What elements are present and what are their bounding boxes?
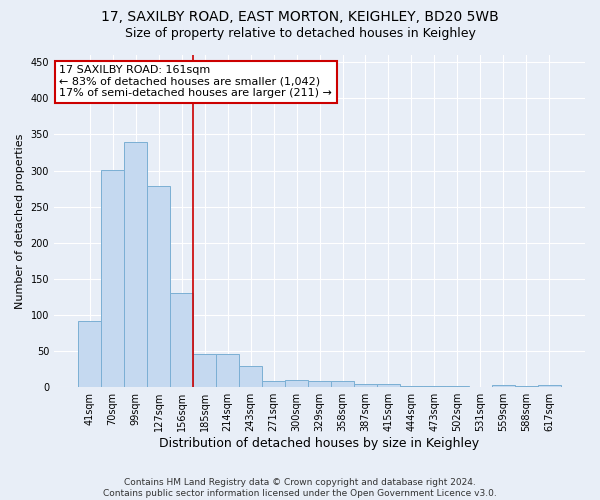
Bar — [147, 186, 170, 387]
Bar — [377, 384, 400, 387]
Bar — [400, 386, 423, 387]
Bar — [124, 142, 147, 387]
Bar — [78, 322, 101, 387]
Bar — [492, 385, 515, 387]
Bar — [216, 354, 239, 387]
Bar — [423, 386, 446, 387]
Text: 17, SAXILBY ROAD, EAST MORTON, KEIGHLEY, BD20 5WB: 17, SAXILBY ROAD, EAST MORTON, KEIGHLEY,… — [101, 10, 499, 24]
Bar — [331, 382, 354, 387]
Bar — [193, 354, 216, 387]
Bar — [101, 170, 124, 387]
Bar — [354, 384, 377, 387]
Text: Size of property relative to detached houses in Keighley: Size of property relative to detached ho… — [125, 28, 475, 40]
Bar — [239, 366, 262, 387]
Bar — [446, 386, 469, 387]
Bar — [538, 385, 561, 387]
Text: 17 SAXILBY ROAD: 161sqm
← 83% of detached houses are smaller (1,042)
17% of semi: 17 SAXILBY ROAD: 161sqm ← 83% of detache… — [59, 65, 332, 98]
Bar — [285, 380, 308, 387]
Bar — [262, 380, 285, 387]
Bar — [515, 386, 538, 387]
Text: Contains HM Land Registry data © Crown copyright and database right 2024.
Contai: Contains HM Land Registry data © Crown c… — [103, 478, 497, 498]
Bar — [308, 382, 331, 387]
Y-axis label: Number of detached properties: Number of detached properties — [15, 134, 25, 309]
X-axis label: Distribution of detached houses by size in Keighley: Distribution of detached houses by size … — [160, 437, 479, 450]
Bar — [170, 292, 193, 387]
